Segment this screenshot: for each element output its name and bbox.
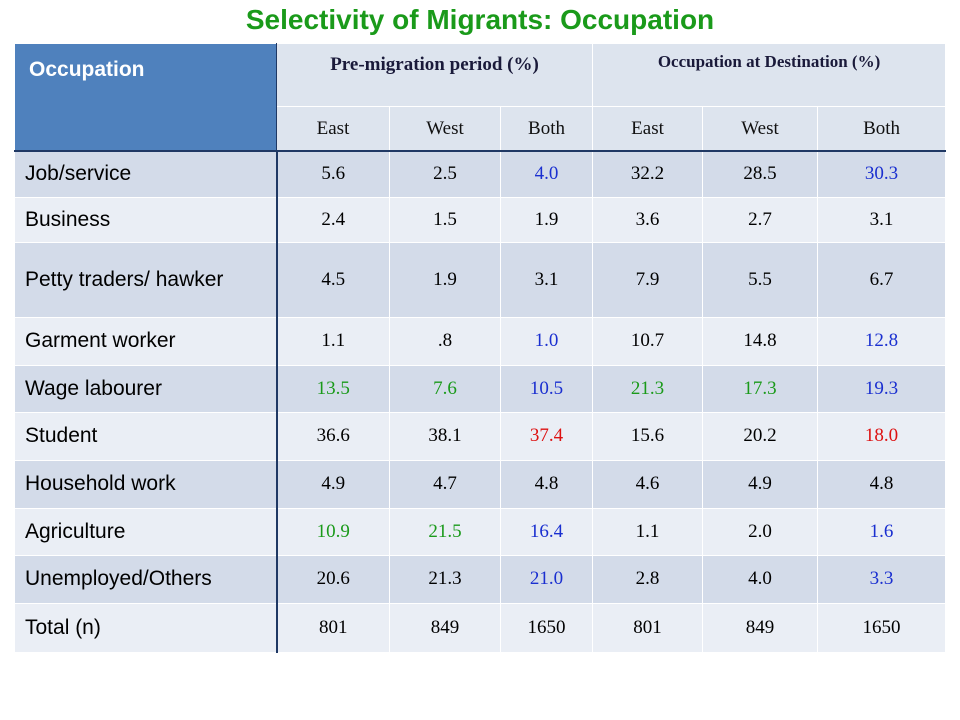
table-cell: 28.5 xyxy=(702,150,819,198)
row-label: Job/service xyxy=(14,150,278,198)
table-cell: 2.0 xyxy=(702,507,819,556)
table-cell: 1.5 xyxy=(389,196,501,243)
table-cell: 1.9 xyxy=(389,241,501,318)
table-cell: 13.5 xyxy=(276,364,390,413)
table-cell: 801 xyxy=(276,602,390,653)
table-cell: 2.8 xyxy=(592,554,704,604)
header-destination: Occupation at Destination (%) xyxy=(592,43,947,107)
row-label: Garment worker xyxy=(14,316,278,366)
table-row: Agriculture 10.9 21.5 16.4 1.1 2.0 1.6 xyxy=(14,507,947,556)
table-cell: .8 xyxy=(389,316,501,366)
header-occupation: Occupation xyxy=(14,43,277,152)
table-cell: 21.3 xyxy=(389,554,501,604)
header-pre-migration: Pre-migration period (%) xyxy=(275,43,594,107)
table-cell: 4.9 xyxy=(702,459,819,509)
table-cell: 1.9 xyxy=(499,196,594,243)
row-label: Business xyxy=(14,196,278,243)
table-cell: 5.5 xyxy=(702,241,819,318)
table-cell: 3.6 xyxy=(592,196,704,243)
table-cell: 4.9 xyxy=(276,459,390,509)
table-cell: 1.0 xyxy=(499,316,594,366)
row-label: Household work xyxy=(14,459,278,509)
table-cell: 20.6 xyxy=(276,554,390,604)
subheader-both: Both xyxy=(499,106,594,152)
table-cell: 10.7 xyxy=(592,316,704,366)
table-cell: 5.6 xyxy=(276,150,390,198)
table-cell: 37.4 xyxy=(499,411,594,461)
table-cell: 36.6 xyxy=(276,411,390,461)
subheader-east: East xyxy=(276,106,390,152)
table-cell: 19.3 xyxy=(817,364,947,413)
table-cell: 6.7 xyxy=(817,241,947,318)
row-label: Petty traders/ hawker xyxy=(14,241,278,318)
table-cell: 801 xyxy=(592,602,704,653)
table-cell: 4.8 xyxy=(817,459,947,509)
subheader-both: Both xyxy=(817,106,947,152)
table-cell: 17.3 xyxy=(702,364,819,413)
table-cell: 7.9 xyxy=(592,241,704,318)
table-row: Unemployed/Others 20.6 21.3 21.0 2.8 4.0 3.3 xyxy=(14,554,947,604)
table-row: Household work 4.9 4.7 4.8 4.6 4.9 4.8 xyxy=(14,459,947,509)
subheader-west: West xyxy=(389,106,501,152)
table-cell: 1650 xyxy=(817,602,947,653)
table-cell: 2.5 xyxy=(389,150,501,198)
table-row: Business 2.4 1.5 1.9 3.6 2.7 3.1 xyxy=(14,196,947,243)
subheader-west: West xyxy=(702,106,819,152)
table-cell: 4.6 xyxy=(592,459,704,509)
table-cell: 1.1 xyxy=(592,507,704,556)
table-cell: 3.1 xyxy=(817,196,947,243)
table-row: Garment worker 1.1.8 1.0 10.7 14.8 12.8 xyxy=(14,316,947,366)
table-cell: 4.0 xyxy=(499,150,594,198)
table-cell: 7.6 xyxy=(389,364,501,413)
table-cell: 3.1 xyxy=(499,241,594,318)
table-cell: 38.1 xyxy=(389,411,501,461)
table-cell: 2.4 xyxy=(276,196,390,243)
table-cell: 21.0 xyxy=(499,554,594,604)
row-label: Student xyxy=(14,411,278,461)
table-cell: 3.3 xyxy=(817,554,947,604)
table-row: Wage labourer 13.5 7.6 10.5 21.3 17.3 19.3 xyxy=(14,364,947,413)
table-cell: 30.3 xyxy=(817,150,947,198)
table-cell: 4.7 xyxy=(389,459,501,509)
table-cell: 12.8 xyxy=(817,316,947,366)
table-cell: 16.4 xyxy=(499,507,594,556)
row-label: Total (n) xyxy=(14,602,278,653)
table-cell: 2.7 xyxy=(702,196,819,243)
row-label: Unemployed/Others xyxy=(14,554,278,604)
table-cell: 20.2 xyxy=(702,411,819,461)
table-cell: 4.0 xyxy=(702,554,819,604)
page-title: Selectivity of Migrants: Occupation xyxy=(245,4,715,35)
table-cell: 1650 xyxy=(499,602,594,653)
table-cell: 32.2 xyxy=(592,150,704,198)
table-cell: 10.9 xyxy=(276,507,390,556)
occupation-table: Occupation Pre-migration period (%) Occu… xyxy=(14,43,947,653)
table-row: Petty traders/ hawker 4.5 1.9 3.1 7.9 5.5 6.7 xyxy=(14,241,947,318)
table-body: Job/service 5.6 2.5 4.0 32.2 28.5 30.3 Business… xyxy=(14,150,947,653)
row-label: Agriculture xyxy=(14,507,278,556)
table-row: Job/service 5.6 2.5 4.0 32.2 28.5 30.3 xyxy=(14,150,947,198)
table-cell: 849 xyxy=(702,602,819,653)
table-row: Student 36.6 38.1 37.4 15.6 20.2 18.0 xyxy=(14,411,947,461)
table-cell: 849 xyxy=(389,602,501,653)
table-cell: 14.8 xyxy=(702,316,819,366)
table-cell: 1.1 xyxy=(276,316,390,366)
table-cell: 18.0 xyxy=(817,411,947,461)
table-cell: 4.5 xyxy=(276,241,390,318)
table-cell: 21.3 xyxy=(592,364,704,413)
table-cell: 1.6 xyxy=(817,507,947,556)
table-row: Total (n) 801 849 1650 801 849 1650 xyxy=(14,602,947,653)
table-cell: 4.8 xyxy=(499,459,594,509)
table-cell: 15.6 xyxy=(592,411,704,461)
row-label: Wage labourer xyxy=(14,364,278,413)
table-cell: 10.5 xyxy=(499,364,594,413)
subheader-east: East xyxy=(592,106,704,152)
table-cell: 21.5 xyxy=(389,507,501,556)
